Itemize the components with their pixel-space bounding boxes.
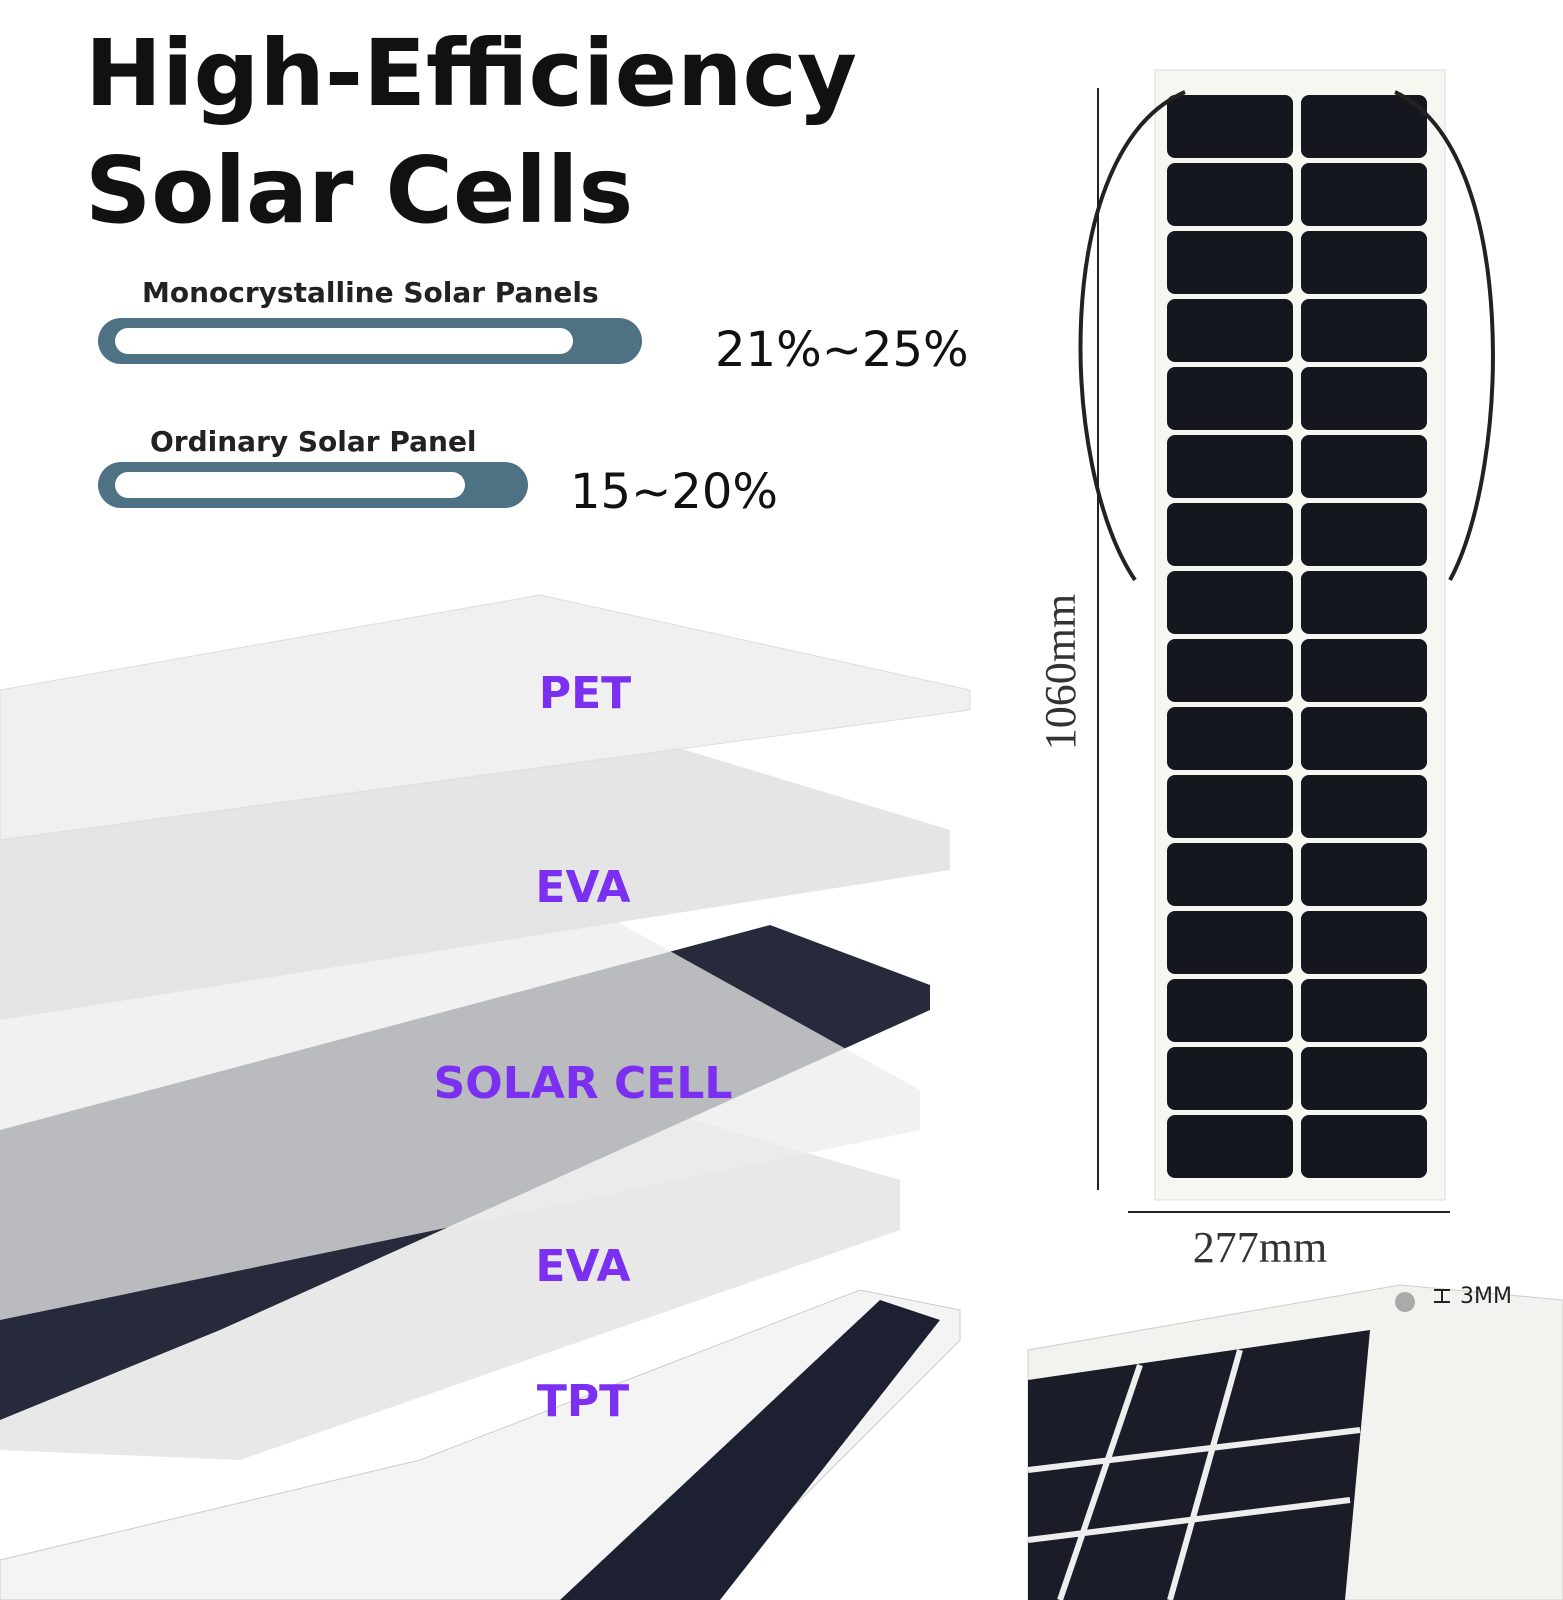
cell	[1301, 707, 1427, 770]
cell	[1301, 911, 1427, 974]
panel-cells	[1167, 95, 1427, 1178]
eva-sheet	[0, 890, 920, 1320]
cell	[1167, 299, 1293, 362]
cell	[1301, 1115, 1427, 1178]
layer-label: SOLAR CELL	[434, 1058, 733, 1109]
cell	[1167, 979, 1293, 1042]
cell	[1301, 231, 1427, 294]
corner-cells	[1028, 1330, 1370, 1600]
cell	[1301, 639, 1427, 702]
layer-label: EVA	[535, 1241, 630, 1292]
comparison-value: 21%~25%	[715, 322, 969, 378]
cable	[1078, 90, 1495, 582]
layer-label: PET	[539, 668, 631, 719]
pet-sheet	[0, 594, 971, 841]
cell	[1167, 639, 1293, 702]
bar-fill	[115, 472, 465, 498]
comparison-value: 15~20%	[570, 464, 778, 520]
comparison-label: Monocrystalline Solar Panels	[142, 276, 599, 309]
cell	[1301, 299, 1427, 362]
tpt-cells	[560, 1300, 940, 1600]
title-line: Solar Cells	[85, 137, 633, 244]
cell	[1167, 843, 1293, 906]
cell	[1167, 571, 1293, 634]
thickness-mark	[1434, 1289, 1450, 1303]
cell	[1167, 367, 1293, 430]
cell	[1301, 95, 1427, 158]
cell-gap	[1027, 1349, 1361, 1600]
cell	[1167, 95, 1293, 158]
layer-stack	[0, 594, 971, 1600]
cell	[1301, 571, 1427, 634]
cell	[1167, 707, 1293, 770]
cell	[1301, 775, 1427, 838]
dimension-label: 277mm	[1193, 1223, 1327, 1272]
cell	[1167, 231, 1293, 294]
comparison-label: Ordinary Solar Panel	[150, 425, 477, 458]
cell	[1301, 435, 1427, 498]
cell	[1167, 1047, 1293, 1110]
layer-label: TPT	[537, 1376, 629, 1427]
cell	[1301, 367, 1427, 430]
grommet	[1395, 1292, 1415, 1312]
cell	[1301, 1047, 1427, 1110]
bar-fill	[115, 328, 573, 354]
cell	[1167, 503, 1293, 566]
title-line: High-Efficiency	[85, 20, 857, 127]
cell	[1301, 503, 1427, 566]
cell	[1167, 435, 1293, 498]
cell	[1167, 163, 1293, 226]
cell	[1301, 163, 1427, 226]
cell	[1167, 911, 1293, 974]
cell	[1301, 843, 1427, 906]
dimension-label: 1060mm	[1036, 594, 1085, 750]
cell	[1167, 1115, 1293, 1178]
cell	[1301, 979, 1427, 1042]
thickness-label: 3MM	[1460, 1284, 1512, 1309]
cell	[1167, 775, 1293, 838]
layer-label: EVA	[535, 862, 630, 913]
